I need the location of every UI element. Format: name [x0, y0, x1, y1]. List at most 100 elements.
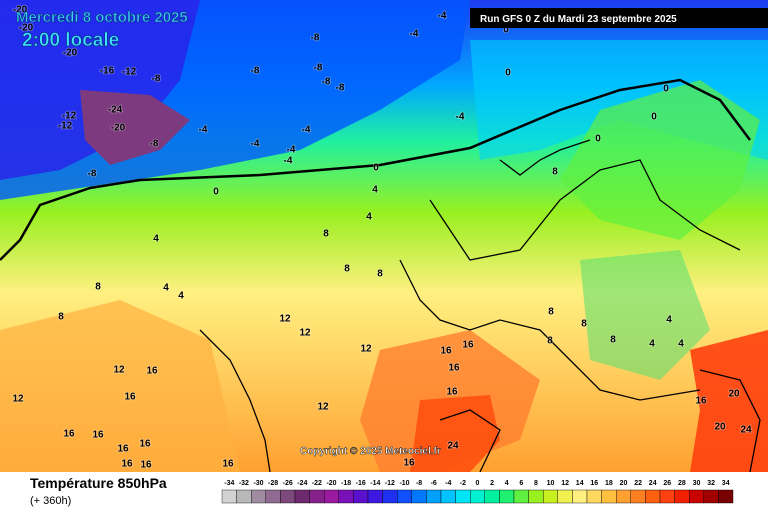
scale-label: -2 [460, 480, 466, 487]
time: 2:00 locale [22, 30, 119, 51]
contour-label: -8 [322, 77, 331, 88]
contour-label: 16 [222, 459, 234, 470]
scale-label: 8 [534, 480, 538, 487]
contour-label: 4 [649, 339, 655, 350]
coast [439, 409, 501, 473]
contour-label: 20 [714, 422, 726, 433]
contour-label: -4 [284, 156, 293, 167]
contour-label: 0 [595, 134, 601, 145]
scale-swatch [353, 489, 369, 504]
scale-label: 26 [663, 480, 671, 487]
contour-label: -4 [456, 112, 465, 123]
contour-label: 12 [113, 365, 125, 376]
coast [199, 329, 271, 473]
scale-label: -34 [224, 480, 234, 487]
scale-swatch [513, 489, 529, 504]
map: -20-20-20-16 -12-8-24-12-12 -20-8-8-4-4-4-… [0, 0, 768, 473]
scale-swatch [426, 489, 442, 504]
contour-label: 16 [440, 346, 452, 357]
warm-area [0, 300, 240, 472]
contour-label: 16 [121, 459, 133, 470]
contour-label: -20 [19, 23, 34, 34]
zero-isotherm [0, 78, 751, 261]
color-scale: -34 -32 -30 -28 -26 -24 -22 -20 -18 -16 -14 -12 -10-… [221, 480, 734, 504]
scale-swatch [703, 489, 719, 504]
scale-label: 6 [519, 480, 523, 487]
contour-label: 8 [548, 307, 554, 318]
scale-swatch [659, 489, 675, 504]
contour-label: 24 [740, 425, 752, 436]
scale-label: 22 [634, 480, 642, 487]
contour-label: 0 [651, 112, 657, 123]
scale-label: -24 [297, 480, 307, 487]
scale-swatch [645, 489, 661, 504]
run-box [470, 8, 768, 28]
contour-label: 4 [372, 185, 378, 196]
scale-swatch [382, 489, 398, 504]
scale-label: 18 [605, 480, 613, 487]
contour-label: -8 [150, 139, 159, 150]
scale-label: 14 [576, 480, 584, 487]
footer-lead: (+ 360h) [30, 495, 71, 507]
coast [699, 369, 761, 473]
contour-label: 16 [117, 444, 129, 455]
scale-label: 10 [547, 480, 555, 487]
coast [429, 159, 741, 261]
contour-label: 0 [213, 187, 219, 198]
contour-label: 4 [666, 315, 672, 326]
scale-swatch [367, 489, 383, 504]
scale-swatch [221, 489, 237, 504]
contour-label: 16 [139, 439, 151, 450]
scale-swatch [236, 489, 252, 504]
scale-label: -18 [341, 480, 351, 487]
scale-label: -8 [416, 480, 422, 487]
contour-label: 4 [366, 212, 372, 223]
contour-label: -12 [62, 111, 77, 122]
coast [499, 139, 591, 176]
scale-swatch [411, 489, 427, 504]
scale-swatch [528, 489, 544, 504]
scale-swatch [397, 489, 413, 504]
scale-label: -26 [283, 480, 293, 487]
scale-label: 28 [678, 480, 686, 487]
hot-area [690, 330, 768, 472]
run-info: Run GFS 0 Z du Mardi 23 septembre 2025 [480, 14, 677, 25]
contour-label: 12 [360, 344, 372, 355]
scale-swatch [250, 489, 266, 504]
scale-swatch [718, 489, 734, 504]
contour-label: -8 [88, 169, 97, 180]
scale-label: -12 [385, 480, 395, 487]
scale-label: 20 [620, 480, 628, 487]
contour-label: 4 [178, 291, 184, 302]
contour-label: 8 [58, 312, 64, 323]
contour-label: -4 [410, 29, 419, 40]
contour-label: 12 [12, 394, 24, 405]
contour-label: 0 [505, 68, 511, 79]
scale-swatch [616, 489, 632, 504]
contour-label: 16 [695, 396, 707, 407]
contour-label: -8 [311, 33, 320, 44]
contour-label: -20 [111, 123, 126, 134]
contour-label: -24 [108, 105, 123, 116]
scale-swatch [280, 489, 296, 504]
contour-label: 8 [344, 264, 350, 275]
contour-label: 12 [279, 314, 291, 325]
mild-area [560, 80, 760, 240]
scale-label: -10 [399, 480, 409, 487]
scale-swatch [543, 489, 559, 504]
scale-swatch [265, 489, 281, 504]
contour-label: -4 [251, 139, 260, 150]
contour-label: -8 [314, 63, 323, 74]
scale-label: -30 [253, 480, 263, 487]
scale-swatch [440, 489, 456, 504]
scale-swatch [455, 489, 471, 504]
contour-label: 8 [547, 336, 553, 347]
scale-label: -4 [445, 480, 451, 487]
scale-swatch [309, 489, 325, 504]
contour-label: 0 [373, 163, 379, 174]
contour-label: 12 [299, 328, 311, 339]
contour-label: -8 [251, 66, 260, 77]
scale-label: -32 [239, 480, 249, 487]
scale-swatch [499, 489, 515, 504]
contour-label: -4 [302, 125, 311, 136]
